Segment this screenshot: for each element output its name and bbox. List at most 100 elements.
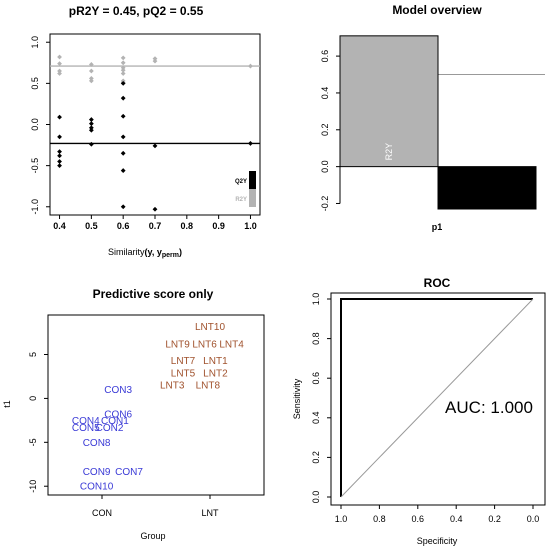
permutation-x-tick-label: 0.4 [53, 221, 66, 231]
permutation-point-q2y [57, 159, 62, 164]
predictive-score-y-axis-label: t1 [2, 400, 12, 408]
permutation-x-tick-label: 0.5 [85, 221, 98, 231]
permutation-point-r2y [248, 63, 253, 69]
permutation-point-r2y [120, 65, 126, 71]
predictive-score-panel: Predictive score only Group t1 CON LNT -10… [2, 287, 265, 541]
predictive-score-x-tick-label: LNT [201, 508, 219, 518]
sample-label-lnt6: LNT6 [192, 339, 217, 350]
bar-r2y [339, 35, 439, 168]
permutation-point-q2y [88, 121, 94, 127]
roc-curve [340, 298, 533, 497]
permutation-point-q2y [57, 153, 62, 159]
sample-label-con4: CON4 [72, 416, 100, 427]
permutation-title: pR2Y = 0.45, pQ2 = 0.55 [69, 4, 204, 18]
permutation-point-q2y [88, 117, 94, 122]
permutation-point-r2y [120, 60, 126, 66]
sample-label-lnt1: LNT1 [203, 356, 228, 367]
sample-label-con8: CON8 [83, 438, 111, 449]
permutation-point-q2y [57, 134, 62, 140]
permutation-point-q2y [57, 163, 62, 169]
permutation-panel: pR2Y = 0.45, pQ2 = 0.55 Similarity(y, yp… [30, 4, 261, 259]
sample-label-con1: CON1 [101, 416, 129, 427]
permutation-point-r2y [88, 68, 94, 74]
permutation-point-r2y [57, 54, 62, 60]
permutation-point-q2y [57, 149, 62, 155]
legend-label-r2y: R2Y [235, 197, 247, 203]
roc-diagonal-line [340, 298, 534, 498]
roc-y-tick-label: 0.6 [311, 372, 321, 385]
roc-y-tick-label: 0.0 [311, 491, 321, 504]
permutation-point-q2y [120, 95, 126, 101]
sample-label-con10: CON10 [80, 482, 114, 493]
roc-y-tick-label: 0.2 [311, 451, 321, 464]
predictive-score-title: Predictive score only [93, 287, 214, 301]
model-overview-y-tick-label: 0.2 [320, 124, 330, 137]
roc-x-axis-label: Specificity [417, 536, 458, 546]
roc-x-tick-label: 0.0 [527, 514, 540, 524]
roc-x-tick-label: 0.8 [373, 514, 386, 524]
roc-x-tick-label: 1.0 [335, 514, 348, 524]
auc-annotation: AUC: 1.000 [445, 398, 533, 417]
permutation-point-q2y [120, 80, 126, 86]
permutation-point-r2y [88, 78, 94, 84]
model-overview-y-tick-label: 0.4 [320, 87, 330, 100]
legend-swatch-r2y [249, 189, 256, 207]
permutation-x-tick-label: 0.7 [149, 221, 162, 231]
sample-label-lnt9: LNT9 [165, 339, 190, 350]
roc-x-tick-label: 0.4 [450, 514, 463, 524]
sample-label-lnt8: LNT8 [196, 381, 221, 392]
permutation-y-tick-label: -1.0 [30, 199, 40, 215]
permutation-point-r2y [88, 76, 94, 81]
permutation-point-r2y [120, 67, 126, 73]
sample-label-lnt2: LNT2 [203, 368, 228, 379]
permutation-x-tick-label: 0.6 [117, 221, 130, 231]
permutation-point-q2y [152, 143, 158, 149]
roc-y-tick-label: 0.4 [311, 412, 321, 425]
roc-x-tick-label: 0.2 [488, 514, 501, 524]
permutation-x-axis-label: Similarity(y, yperm) [108, 247, 182, 259]
legend-swatch-q2y [249, 171, 256, 189]
model-overview-y-tick-label: 0.6 [320, 50, 330, 63]
permutation-point-q2y [120, 113, 126, 119]
bar-label-r2y: R2Y [384, 143, 394, 161]
predictive-score-y-tick-label: 5 [28, 352, 38, 357]
roc-y-tick-label: 0.8 [311, 332, 321, 345]
model-overview-panel: Model overview p1 R2Y -0.2 0.0 0.2 0.4 0.6 [320, 3, 545, 232]
model-overview-y-tick-label: 0.0 [320, 160, 330, 173]
sample-label-con9: CON9 [83, 467, 111, 478]
bar-q2y [437, 166, 537, 210]
permutation-point-r2y [152, 56, 158, 62]
permutation-point-q2y [120, 168, 126, 173]
roc-y-tick-label: 1.0 [311, 293, 321, 306]
permutation-x-tick-label: 0.9 [212, 221, 225, 231]
permutation-point-q2y [88, 127, 94, 133]
permutation-point-r2y [57, 68, 62, 74]
sample-label-con5: CON5 [72, 423, 100, 434]
permutation-point-q2y [152, 206, 158, 212]
permutation-point-q2y [88, 141, 94, 147]
predictive-score-y-tick-label: -5 [28, 438, 38, 446]
sample-label-con6: CON6 [104, 410, 132, 421]
sample-label-con3: CON3 [104, 385, 132, 396]
permutation-point-r2y [152, 58, 158, 64]
permutation-y-tick-label: 0.0 [30, 118, 40, 131]
permutation-point-r2y [88, 62, 94, 67]
model-overview-title: Model overview [392, 3, 482, 17]
permutation-y-tick-label: 0.5 [30, 77, 40, 90]
sample-label-con7: CON7 [115, 467, 143, 478]
sample-label-lnt3: LNT3 [160, 381, 185, 392]
sample-label-con2: CON2 [96, 423, 124, 434]
model-overview-y-tick-label: -0.2 [320, 196, 330, 212]
predictive-score-x-axis-label: Group [140, 531, 165, 541]
roc-y-axis-label: Sensitivity [292, 378, 302, 419]
permutation-point-q2y [248, 141, 253, 146]
sample-label-lnt5: LNT5 [171, 368, 196, 379]
permutation-point-r2y [57, 61, 62, 67]
roc-frame [330, 292, 546, 506]
permutation-x-tick-label: 0.8 [181, 221, 194, 231]
sample-label-lnt10: LNT10 [195, 322, 225, 333]
permutation-y-tick-label: -0.5 [30, 158, 40, 174]
predictive-score-x-tick-label: CON [92, 508, 112, 518]
permutation-point-q2y [120, 204, 126, 210]
legend-label-q2y: Q2Y [235, 179, 247, 185]
